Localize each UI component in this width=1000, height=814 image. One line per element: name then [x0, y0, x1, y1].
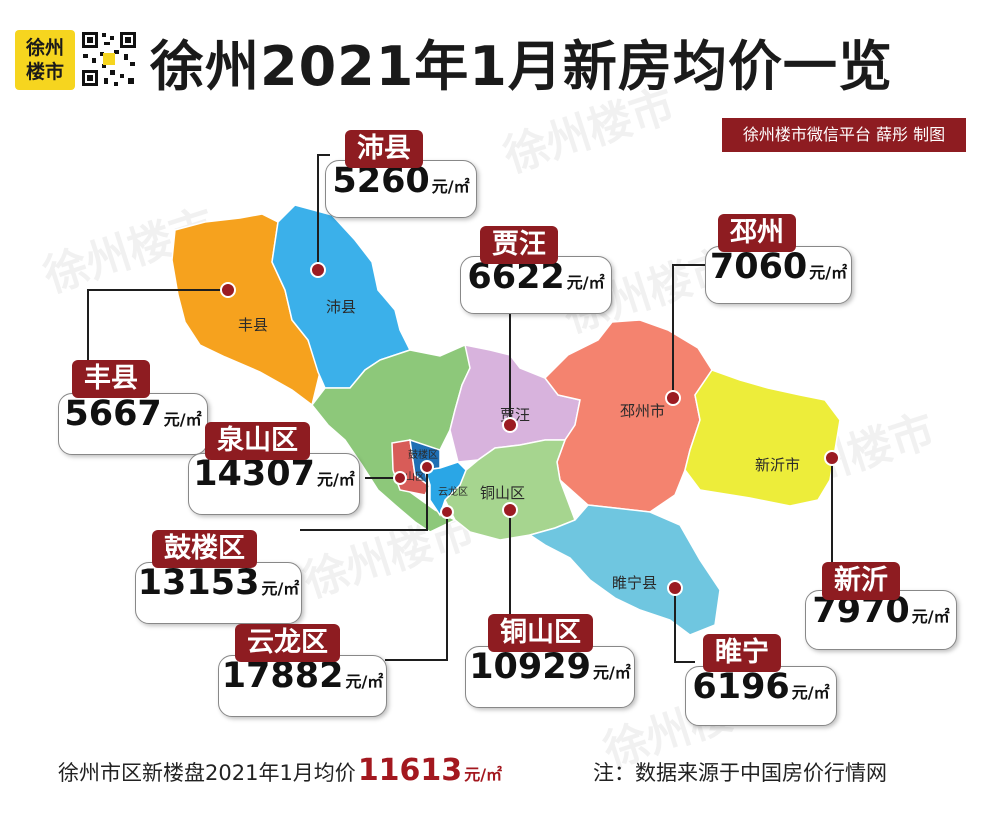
label-suining: 睢宁县	[612, 574, 657, 592]
qr-code-icon	[80, 30, 138, 88]
label-xinyi: 新沂市	[755, 456, 800, 474]
price-unit: 元/㎡	[316, 470, 355, 489]
price-unit: 元/㎡	[791, 683, 830, 702]
region-xinyi	[684, 369, 841, 507]
leader-suining	[674, 588, 695, 663]
label-pizhou: 邳州市	[620, 402, 665, 420]
district-tag: 泉山区	[205, 422, 310, 460]
region-yunlong	[424, 461, 467, 517]
district-tag: 云龙区	[235, 624, 340, 662]
marker-tongshan	[502, 502, 518, 518]
average-price: 11613	[357, 753, 463, 788]
leader-fengxian	[87, 289, 228, 375]
price-value: 17882	[221, 656, 344, 696]
data-source-note: 注：数据来源于中国房价行情网	[593, 761, 887, 785]
district-tag: 鼓楼区	[152, 530, 257, 568]
price-box: 17882 元/㎡	[218, 655, 387, 717]
page-title: 徐州2021年1月新房均价一览	[150, 35, 893, 98]
price-box: 6196 元/㎡	[685, 666, 837, 726]
district-tag: 睢宁	[703, 634, 781, 672]
price-box: 5260 元/㎡	[325, 160, 477, 218]
footer-average: 徐州市区新楼盘2021年1月均价 11613 元/㎡	[58, 753, 502, 788]
marker-xinyi	[824, 450, 840, 466]
district-tag: 铜山区	[488, 614, 593, 652]
price-unit: 元/㎡	[163, 410, 202, 429]
leader-peixian	[317, 154, 330, 270]
price-value: 14307	[193, 454, 315, 494]
label-gulou: 鼓楼区	[408, 448, 438, 461]
price-box: 6622 元/㎡	[460, 256, 612, 314]
district-tag: 沛县	[345, 130, 423, 168]
marker-quanshan	[393, 471, 407, 485]
logo-line2: 楼市	[25, 61, 64, 83]
credit-badge: 徐州楼市微信平台 薛彤 制图	[722, 118, 966, 152]
price-box: 7060 元/㎡	[705, 246, 852, 304]
price-unit: 元/㎡	[261, 579, 300, 598]
region-suining	[528, 504, 721, 636]
price-box: 14307 元/㎡	[188, 453, 360, 515]
price-value: 13153	[137, 563, 260, 603]
average-price-unit: 元/㎡	[464, 765, 503, 784]
district-tag: 贾汪	[480, 226, 558, 264]
price-value: 6196	[692, 667, 790, 707]
leader-gulou	[300, 467, 428, 531]
leader-yunlong	[385, 512, 448, 661]
xuzhou-loushi-logo: 徐州 楼市	[15, 30, 75, 90]
price-unit: 元/㎡	[911, 607, 950, 626]
marker-suining	[667, 580, 683, 596]
leader-pizhou	[672, 264, 705, 398]
price-box: 5667 元/㎡	[58, 393, 208, 455]
district-tag: 新沂	[822, 562, 900, 600]
footer-text: 徐州市区新楼盘2021年1月均价	[58, 761, 356, 785]
price-value: 10929	[469, 647, 591, 687]
marker-peixian	[310, 262, 326, 278]
label-peixian: 沛县	[326, 298, 356, 316]
label-yunlong: 云龙区	[438, 485, 468, 498]
marker-gulou	[420, 460, 434, 474]
price-box: 10929 元/㎡	[465, 646, 635, 708]
price-unit: 元/㎡	[592, 663, 631, 682]
marker-fengxian	[220, 282, 236, 298]
price-value: 7060	[709, 247, 808, 287]
price-unit: 元/㎡	[431, 177, 470, 196]
logo-line1: 徐州	[25, 37, 64, 59]
district-tag: 丰县	[72, 360, 150, 398]
label-fengxian: 丰县	[238, 316, 268, 334]
label-tongshan: 铜山区	[480, 484, 525, 502]
marker-pizhou	[665, 390, 681, 406]
price-unit: 元/㎡	[566, 273, 605, 292]
price-unit: 元/㎡	[345, 672, 384, 691]
price-box: 13153 元/㎡	[135, 562, 302, 624]
district-tag: 邳州	[718, 214, 796, 252]
price-unit: 元/㎡	[809, 263, 848, 282]
marker-jiawang	[502, 417, 518, 433]
price-value: 5667	[64, 394, 162, 434]
marker-yunlong	[440, 505, 454, 519]
